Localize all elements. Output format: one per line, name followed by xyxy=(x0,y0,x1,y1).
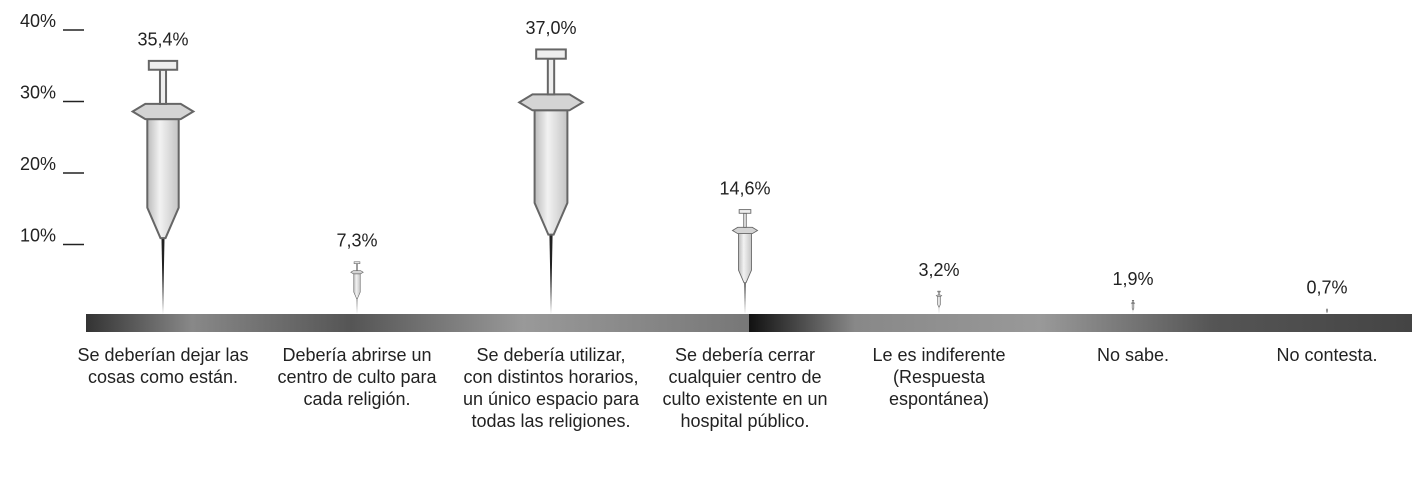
syringe xyxy=(1325,308,1329,314)
needle xyxy=(549,234,553,314)
flange xyxy=(935,294,943,297)
syringe xyxy=(517,48,585,314)
plunger-rod xyxy=(546,57,556,96)
category-label: Se debería utilizar, con distintos horar… xyxy=(462,345,640,431)
plunger-rod xyxy=(743,212,747,228)
flange xyxy=(350,270,364,275)
plunger-cap xyxy=(937,290,941,293)
category-label: Le es indiferente (Respuesta espontánea) xyxy=(872,345,1006,409)
plunger-cap xyxy=(738,209,752,214)
plunger-rod xyxy=(158,68,168,105)
syringe xyxy=(130,59,196,314)
plunger-rod xyxy=(356,263,358,271)
value-label: 7,3% xyxy=(336,231,377,251)
barrel xyxy=(533,109,569,236)
flange xyxy=(517,93,585,112)
plunger-cap xyxy=(353,261,361,264)
needle xyxy=(356,298,358,314)
y-tick-label: 40% xyxy=(20,11,56,31)
plunger-rod xyxy=(938,291,940,296)
y-tick-label: 30% xyxy=(20,82,56,102)
value-label: 14,6% xyxy=(719,178,770,198)
plunger-cap xyxy=(535,48,567,60)
barrel xyxy=(146,118,180,240)
category-label: No contesta. xyxy=(1276,345,1378,365)
category-label: Se debería cerrar cualquier centro de cu… xyxy=(662,345,828,431)
barrel xyxy=(353,273,361,299)
category-label: No sabe. xyxy=(1096,345,1170,365)
value-label: 37,0% xyxy=(525,18,576,38)
syringe xyxy=(731,209,759,314)
flange xyxy=(1130,302,1136,304)
value-label: 35,4% xyxy=(137,30,188,50)
barrel xyxy=(1326,309,1328,313)
y-tick-label: 10% xyxy=(20,225,56,245)
plunger-cap xyxy=(147,59,179,71)
needle xyxy=(744,282,746,314)
baseline-bar xyxy=(86,314,1412,332)
syringe xyxy=(1130,300,1136,314)
barrel xyxy=(738,233,752,284)
syringe xyxy=(350,261,364,314)
barrel xyxy=(1131,303,1135,311)
y-tick-label: 20% xyxy=(20,154,56,174)
value-label: 1,9% xyxy=(1112,269,1153,289)
needle xyxy=(161,238,165,314)
flange xyxy=(130,102,196,121)
category-label: Se deberían dejar las cosas como están. xyxy=(77,345,249,387)
syringe xyxy=(935,290,943,314)
barrel xyxy=(937,296,941,308)
category-label: Debería abrirse un centro de culto para … xyxy=(277,345,437,409)
value-label: 3,2% xyxy=(918,260,959,280)
value-label: 0,7% xyxy=(1306,278,1347,298)
flange xyxy=(731,226,759,235)
